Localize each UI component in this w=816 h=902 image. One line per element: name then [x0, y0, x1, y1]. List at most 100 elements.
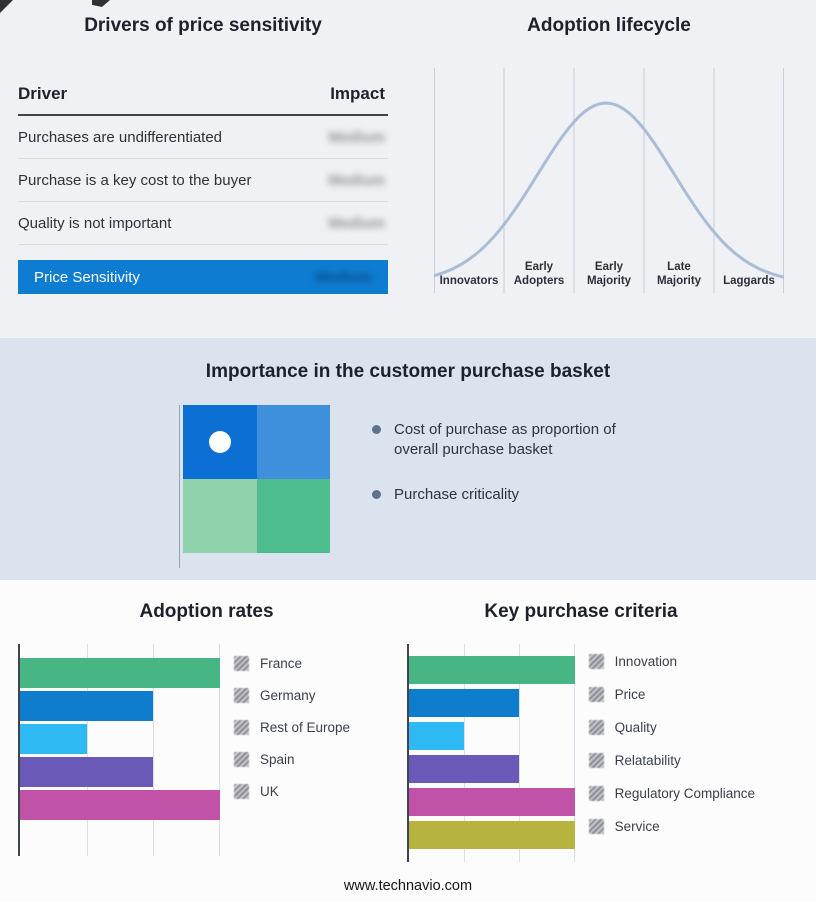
bar-relatability	[409, 755, 520, 783]
bar-service	[409, 821, 575, 849]
top-section: Drivers of price sensitivity Driver Impa…	[0, 0, 816, 338]
driver-label: Quality is not important	[18, 214, 172, 232]
legend-swatch-icon	[588, 720, 604, 735]
legend-item-spain: Spain	[234, 752, 350, 767]
legend-label: Innovation	[614, 654, 677, 669]
corner-artifact	[92, 0, 110, 7]
legend-swatch-icon	[234, 752, 249, 767]
key-purchase-criteria-legend: Innovation Price Quality Relatability Regula…	[588, 644, 755, 862]
legend-item-service: Service	[588, 819, 755, 834]
corner-artifact	[0, 0, 13, 13]
gridline	[573, 644, 575, 862]
lifecycle-curve-svg	[434, 68, 784, 293]
column-header-driver: Driver	[18, 84, 68, 103]
adoption-rates-title: Adoption rates	[139, 601, 274, 622]
drivers-title: Drivers of price sensitivity	[84, 15, 322, 36]
legend-label: Rest of Europe	[260, 720, 351, 735]
drivers-table-header: Driver Impact	[18, 84, 388, 116]
legend-swatch-icon	[588, 753, 604, 768]
price-sensitivity-bar: Price Sensitivity Medium	[18, 260, 388, 294]
position-dot	[208, 431, 231, 453]
website-url: www.technavio.com	[343, 878, 473, 894]
basket-title: Importance in the customer purchase bask…	[205, 361, 611, 382]
bullet-text: Cost of purchase as proportion of overal…	[394, 421, 616, 459]
bullet-icon	[372, 489, 381, 499]
legend-swatch-icon	[588, 687, 604, 702]
legend-label: Germany	[260, 688, 316, 703]
legend-label: Quality	[614, 720, 657, 735]
price-sensitivity-label: Price Sensitivity	[34, 268, 140, 286]
list-item: Purchase criticality	[372, 485, 644, 505]
key-purchase-criteria-plot	[407, 644, 575, 862]
key-purchase-criteria-plot-row: Innovation Price Quality Relatability Regula…	[407, 644, 755, 862]
legend-item-price: Price	[588, 687, 755, 702]
bar-rest-of-europe	[20, 724, 87, 754]
stage-label-laggards: Laggards	[723, 275, 775, 288]
stage-label-early-adopters: Early Adopters	[513, 261, 565, 288]
bar-innovation	[409, 656, 575, 684]
legend-swatch-icon	[234, 784, 249, 799]
lifecycle-panel: Adoption lifecycle Innovators Early Adop…	[420, 14, 798, 293]
bar-uk	[20, 790, 220, 820]
bar-spain	[20, 757, 154, 787]
stage-label-innovators: Innovators	[439, 275, 499, 288]
lifecycle-chart: Innovators Early Adopters Early Majority…	[434, 68, 784, 293]
impact-value-blurred: Medium	[315, 268, 372, 286]
key-purchase-criteria-chart: Key purchase criteria Innovation Price Qua…	[407, 600, 755, 862]
adoption-rates-chart: Adoption rates France Germany Rest of Euro…	[18, 600, 395, 856]
driver-label: Purchases are undifferentiated	[18, 128, 223, 146]
legend-swatch-icon	[234, 688, 249, 703]
legend-label: Regulatory Compliance	[614, 786, 755, 801]
legend-item-quality: Quality	[588, 720, 755, 735]
legend-item-germany: Germany	[234, 688, 350, 703]
bar-price	[409, 689, 520, 717]
list-item: Cost of purchase as proportion of overal…	[372, 420, 644, 461]
quadrant-cell-top-left	[183, 405, 257, 479]
gridline	[219, 644, 220, 856]
quadrant-cell-top-right	[256, 405, 330, 479]
purchase-basket-quadrant	[179, 405, 330, 568]
legend-item-regulatory-compliance: Regulatory Compliance	[588, 786, 755, 801]
legend-swatch-icon	[234, 656, 249, 671]
legend-item-relatability: Relatability	[588, 753, 755, 768]
legend-label: UK	[260, 784, 279, 799]
quadrant-cell-bottom-left	[183, 479, 257, 553]
legend-label: Relatability	[614, 753, 681, 768]
bar-france	[20, 658, 220, 688]
table-row: Purchase is a key cost to the buyer Medi…	[18, 159, 388, 202]
stage-label-early-majority: Early Majority	[586, 261, 632, 288]
legend-item-france: France	[234, 656, 350, 671]
table-row: Purchases are undifferentiated Medium	[18, 116, 388, 159]
impact-value-blurred: Medium	[328, 214, 385, 232]
basket-bullet-list: Cost of purchase as proportion of overal…	[372, 420, 644, 529]
bar-quality	[409, 722, 465, 750]
driver-label: Purchase is a key cost to the buyer	[18, 171, 252, 189]
bar-germany	[20, 691, 154, 721]
key-purchase-criteria-title: Key purchase criteria	[484, 601, 678, 622]
legend-item-uk: UK	[234, 784, 350, 799]
gridline	[519, 644, 521, 862]
bullet-icon	[372, 425, 381, 434]
legend-label: France	[260, 656, 303, 671]
purchase-basket-section: Importance in the customer purchase bask…	[0, 338, 816, 580]
column-header-impact: Impact	[330, 84, 385, 103]
legend-swatch-icon	[234, 720, 249, 735]
adoption-rates-plot	[18, 644, 220, 856]
bell-curve	[434, 101, 784, 279]
impact-value-blurred: Medium	[328, 171, 385, 189]
lifecycle-stage-labels: Innovators Early Adopters Early Majority…	[434, 261, 784, 289]
legend-item-innovation: Innovation	[588, 654, 755, 669]
quadrant-cell-bottom-right	[256, 479, 330, 553]
adoption-rates-plot-row: France Germany Rest of Europe Spain UK	[18, 644, 395, 856]
legend-swatch-icon	[588, 654, 604, 669]
legend-label: Service	[614, 819, 660, 834]
legend-label: Spain	[260, 752, 295, 767]
legend-label: Price	[614, 687, 646, 702]
bottom-section: Adoption rates France Germany Rest of Euro…	[0, 580, 816, 902]
drivers-panel: Drivers of price sensitivity Driver Impa…	[18, 14, 388, 294]
bar-regulatory-compliance	[409, 788, 575, 816]
gridline	[86, 644, 88, 856]
table-row: Quality is not important Medium	[18, 202, 388, 245]
stage-label-late-majority: Late Majority	[656, 261, 702, 288]
